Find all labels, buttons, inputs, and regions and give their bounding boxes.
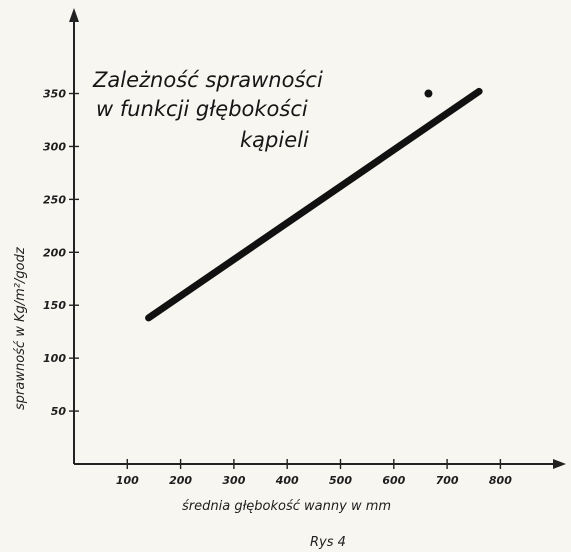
y-tick-label: 150 [43,299,66,312]
x-axis-arrow [553,459,566,469]
series-line [145,87,483,322]
data-point [424,89,433,98]
series [145,87,483,322]
points [424,89,433,98]
x-tick-label: 600 [382,474,405,487]
y-tick-label: 50 [51,405,67,418]
x-ticks: 100 200 300 400 500 600 700 800 [116,459,512,487]
y-tick-label: 250 [43,193,66,206]
x-tick-label: 200 [169,474,192,487]
x-tick-label: 700 [436,474,459,487]
y-tick-label: 100 [43,352,66,365]
axes [69,8,566,469]
x-tick-label: 500 [329,474,352,487]
x-tick-label: 100 [116,474,139,487]
y-ticks: 50 100 150 200 250 300 350 [43,88,79,418]
chart-title-line-3: kąpieli [240,128,309,152]
chart-title-line-1: Zależność sprawności [92,68,323,92]
y-axis-arrow [69,8,79,22]
y-tick-label: 300 [43,140,66,153]
x-axis-label: średnia głębokość wanny w mm [182,499,391,514]
chart-title-line-2: w funkcji głębokości [96,97,308,121]
y-tick-label: 350 [43,88,66,101]
y-axis-label: sprawność w Kg/m²/godz [13,246,28,410]
x-tick-label: 400 [275,474,299,487]
x-tick-label: 800 [489,474,512,487]
y-tick-label: 200 [43,246,66,259]
figure-caption: Rys 4 [310,535,346,550]
x-tick-label: 300 [222,474,245,487]
